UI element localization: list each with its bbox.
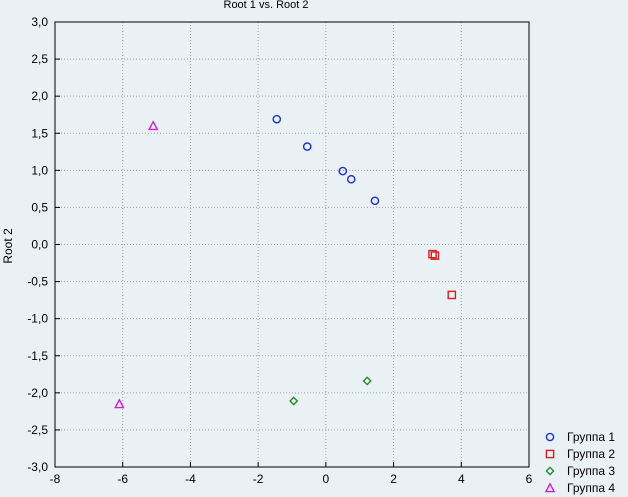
legend-label: Группа 3 [567, 464, 615, 478]
data-point-group-2 [430, 251, 440, 260]
legend-marker-group-1 [545, 432, 555, 442]
legend-label: Группа 4 [567, 481, 615, 495]
data-point-group-3 [362, 376, 372, 386]
y-tick-label: 1,5 [31, 126, 48, 140]
chart-title: Root 1 vs. Root 2 [224, 0, 309, 11]
y-tick-label: -2,0 [27, 386, 48, 400]
x-tick-label: -8 [50, 472, 61, 486]
data-point-group-1 [370, 196, 380, 206]
y-axis-title: Root 2 [1, 228, 15, 264]
data-point-group-3 [289, 396, 299, 406]
legend-marker-group-3 [545, 466, 555, 476]
legend-marker-group-2 [545, 449, 555, 459]
data-point-group-1 [302, 142, 312, 151]
data-point-group-2 [447, 290, 457, 300]
x-tick-label: -4 [185, 472, 196, 486]
y-axis: -3,0 -2,5 -2,0 -1,5 -1,0 -0,5 0,0 0,5 1,0 1,5 2,0 2… [27, 15, 60, 474]
x-tick-label: -2 [253, 472, 264, 486]
y-tick-label: 0,5 [31, 200, 48, 214]
legend-label: Группа 1 [567, 430, 615, 444]
x-tick-label: 6 [526, 472, 533, 486]
y-tick-label: 1,0 [31, 163, 48, 177]
y-tick-label: -1,0 [27, 312, 48, 326]
y-tick-label: -0,5 [27, 275, 48, 289]
data-points [114, 114, 457, 409]
x-tick-label: 4 [458, 472, 465, 486]
data-point-group-4 [114, 398, 125, 409]
x-axis: -8 -6 -4 -2 0 2 4 6 [50, 462, 533, 486]
y-tick-label: 2,5 [31, 52, 48, 66]
data-point-group-4 [147, 120, 159, 131]
data-point-group-1 [338, 166, 348, 176]
grid-lines [55, 22, 529, 467]
data-point-group-1 [346, 174, 356, 184]
data-point-group-2 [428, 249, 437, 259]
y-tick-label: 0,0 [31, 238, 48, 252]
y-tick-label: 2,0 [31, 89, 48, 103]
legend: Группа 1 Группа 2 Группа 3 Группа 4 [544, 430, 615, 495]
y-tick-label: -3,0 [27, 460, 48, 474]
legend-label: Группа 2 [567, 447, 615, 461]
x-tick-label: 0 [323, 472, 330, 486]
legend-marker-group-4 [544, 482, 556, 493]
x-tick-label: -6 [117, 472, 128, 486]
y-tick-label: 3,0 [31, 15, 48, 29]
x-tick-label: 2 [390, 472, 397, 486]
y-tick-label: -1,5 [27, 349, 48, 363]
data-point-group-1 [272, 114, 282, 124]
y-tick-label: -2,5 [27, 423, 48, 437]
